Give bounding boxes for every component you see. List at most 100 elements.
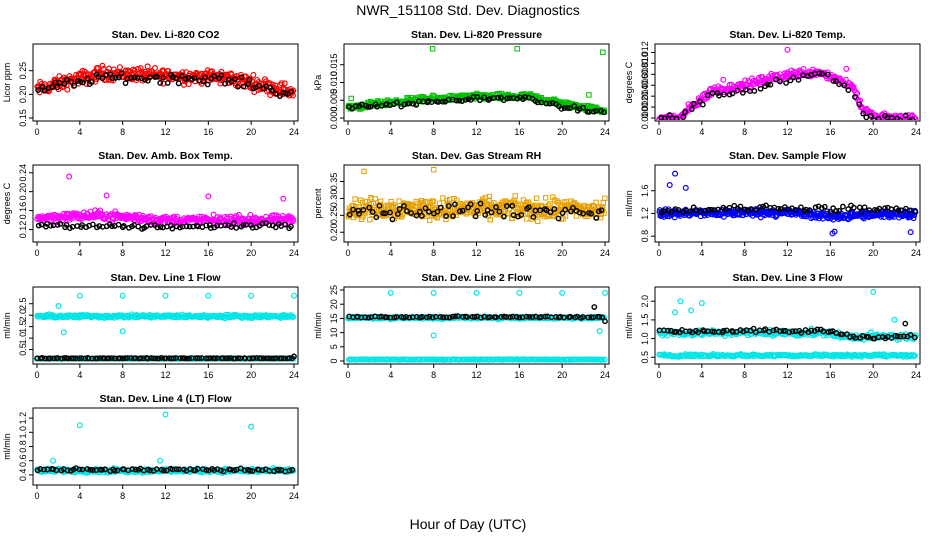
data-point: [443, 314, 450, 321]
data-point: [792, 207, 799, 213]
data-point: [286, 467, 293, 474]
data-point: [387, 289, 394, 296]
data-point: [154, 224, 161, 231]
data-point: [228, 78, 235, 85]
x-tick-label: 20: [557, 370, 567, 380]
data-point: [467, 201, 474, 208]
data-point: [173, 75, 180, 82]
data-point: [909, 116, 916, 120]
data-point: [682, 109, 688, 115]
data-point: [462, 96, 469, 103]
series-mean: [35, 70, 295, 100]
data-point: [786, 329, 793, 336]
series-mean: [34, 353, 297, 362]
x-tick-label: 4: [77, 370, 82, 380]
x-tick-label: 8: [431, 127, 436, 137]
y-axis-label: ml/min: [624, 312, 634, 339]
data-point: [664, 327, 671, 334]
data-point: [144, 355, 151, 362]
data-point: [183, 355, 189, 362]
plot-frame: [343, 286, 610, 365]
data-point: [570, 204, 576, 211]
data-point: [354, 313, 361, 320]
y-tick-label: 0.002: [640, 96, 650, 119]
panel-5: Stan. Dev. Gas Stream RHpercent0.200.250…: [313, 150, 610, 258]
y-axis-label: Licor ppm: [2, 63, 12, 103]
x-tick-label: 8: [742, 248, 747, 258]
y-tick-label: 0.24: [18, 164, 28, 182]
x-axis-label: Hour of Day (UTC): [409, 516, 527, 532]
x-tick-label: 12: [782, 127, 792, 137]
data-point: [439, 98, 446, 105]
data-point: [205, 355, 211, 362]
data-point: [119, 328, 126, 335]
data-point: [102, 466, 109, 473]
panel-title: Stan. Dev. Line 1 Flow: [110, 272, 221, 284]
y-tick-label: 1.2: [18, 412, 28, 425]
data-point: [446, 314, 453, 321]
data-point: [350, 206, 356, 213]
data-point: [389, 216, 396, 223]
data-point: [191, 75, 198, 81]
data-point: [661, 115, 668, 120]
data-point: [233, 213, 240, 220]
y-tick-label: 0.35: [329, 173, 339, 191]
data-point: [290, 313, 297, 320]
data-point: [70, 355, 77, 362]
data-point: [566, 105, 573, 112]
data-point: [240, 222, 247, 229]
data-point: [870, 288, 877, 295]
data-point: [144, 63, 151, 70]
data-points: [345, 166, 608, 225]
series-mean: [346, 200, 605, 223]
data-point: [269, 87, 275, 94]
data-point: [910, 215, 917, 222]
series-samples: [656, 46, 919, 120]
data-point: [129, 466, 136, 472]
data-point: [726, 204, 733, 211]
data-point: [99, 62, 106, 69]
data-point: [535, 218, 541, 225]
data-point: [762, 326, 769, 333]
y-axis-label: ml/min: [2, 312, 12, 339]
data-point: [546, 100, 553, 107]
series-mean: [656, 320, 918, 342]
data-point: [430, 166, 437, 173]
data-point: [250, 355, 257, 362]
data-point: [912, 115, 919, 120]
x-tick-label: 4: [388, 248, 393, 258]
data-point: [672, 206, 679, 213]
data-point: [688, 106, 695, 112]
data-point: [764, 81, 771, 88]
data-point: [221, 71, 228, 78]
data-point: [346, 211, 353, 218]
data-point: [291, 292, 297, 299]
y-tick-label: 0.12: [18, 221, 28, 239]
panel-title: Stan. Dev. Gas Stream RH: [412, 150, 541, 162]
data-point: [845, 87, 852, 94]
data-point: [378, 313, 385, 320]
data-point: [183, 223, 190, 230]
data-point: [240, 83, 247, 90]
data-point: [119, 292, 126, 299]
data-point: [833, 207, 840, 214]
data-point: [408, 202, 415, 208]
data-point: [132, 355, 139, 362]
data-point: [208, 68, 215, 75]
x-tick-label: 20: [868, 127, 878, 137]
data-point: [457, 208, 463, 215]
plot-frame: [32, 164, 299, 243]
data-point: [428, 99, 435, 106]
data-point: [580, 104, 586, 111]
data-point: [219, 355, 226, 362]
data-point: [203, 467, 210, 473]
x-tick-label: 4: [699, 127, 704, 137]
x-tick-label: 24: [289, 491, 299, 501]
data-point: [76, 355, 83, 362]
data-point: [777, 78, 783, 85]
data-point: [94, 355, 101, 362]
data-point: [580, 210, 587, 217]
data-point: [850, 204, 857, 211]
data-point: [488, 209, 495, 216]
data-point: [362, 314, 369, 321]
